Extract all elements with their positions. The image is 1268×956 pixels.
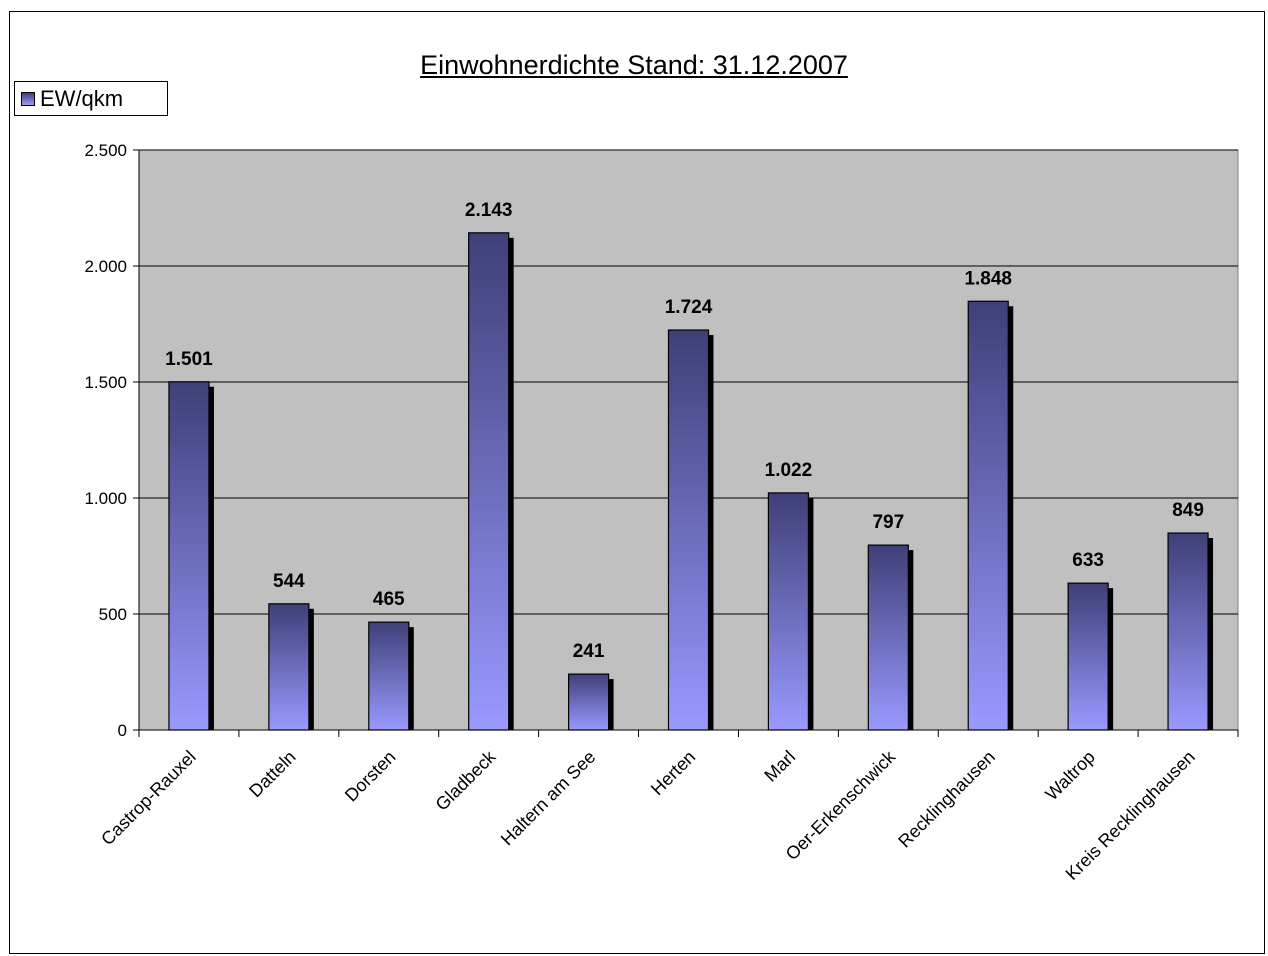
legend-swatch [21,91,35,106]
bar [567,673,610,731]
data-label: 1.022 [765,460,813,481]
bar [468,232,510,731]
bar [867,544,909,731]
y-tick-label: 0 [118,721,127,740]
bar [967,300,1009,731]
data-label: 633 [1072,550,1104,571]
y-tick-label: 1.000 [84,489,127,508]
data-label: 465 [373,589,405,610]
x-tick-label: Gladbeck [432,746,501,815]
legend-label: EW/qkm [40,85,124,111]
bar [1067,582,1109,731]
y-tick-label: 2.500 [84,141,127,160]
x-tick-label: Haltern am See [497,747,600,850]
x-tick-label: Dorsten [341,747,400,806]
y-tick-label: 500 [99,605,127,624]
data-label: 241 [573,641,605,662]
data-label: 544 [273,571,305,592]
bar [767,492,810,731]
data-label: 1.724 [665,297,713,318]
bar [368,621,410,731]
x-tick-label: Castrop-Rauxel [97,747,200,850]
y-tick-label: 1.500 [84,373,127,392]
y-tick-label: 2.000 [84,257,127,276]
bar [168,381,210,731]
data-label: 797 [872,512,904,533]
x-tick-label: Marl [760,747,799,786]
x-tick-label: Recklinghausen [894,747,999,852]
bar [667,329,710,731]
x-tick-label: Datteln [245,747,299,801]
legend: EW/qkm [14,81,168,116]
data-label: 1.848 [964,268,1012,289]
data-label: 1.501 [165,349,213,370]
data-label: 2.143 [465,200,513,221]
chart-title: Einwohnerdichte Stand: 31.12.2007 [420,50,848,80]
x-tick-label: Herten [647,747,699,799]
data-label: 849 [1172,500,1204,521]
x-tick-label: Oer-Erkenschwick [782,746,900,864]
bar [1167,532,1209,731]
bar [268,603,310,731]
x-tick-label: Waltrop [1041,747,1099,805]
